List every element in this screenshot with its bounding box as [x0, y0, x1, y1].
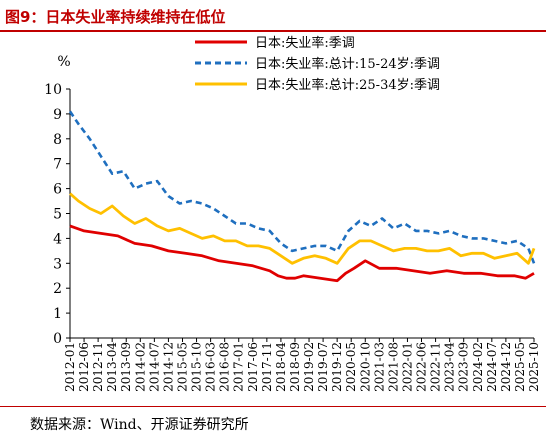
x-tick-label: 2012-11: [91, 342, 105, 392]
x-tick-label: 2017-01: [232, 342, 246, 392]
source-note: 数据来源：Wind、开源证券研究所: [30, 417, 249, 433]
x-tick-label: 2012-06: [77, 342, 91, 392]
x-tick-label: 2023-04: [443, 342, 457, 392]
x-tick-label: 2023-09: [457, 342, 471, 392]
y-tick-label: 1: [53, 306, 62, 322]
y-tick-label: 7: [53, 157, 62, 173]
y-tick-label: 3: [53, 256, 62, 272]
y-tick-label: 9: [53, 107, 62, 123]
y-tick-label: 10: [44, 82, 62, 98]
legend-label-1: 日本:失业率:季调: [255, 35, 355, 51]
legend-label-3: 日本:失业率:总计:25-34岁:季调: [255, 77, 440, 93]
x-tick-label: 2014-02: [133, 342, 147, 392]
y-tick-label: 6: [53, 182, 62, 198]
x-tick-label: 2019-02: [302, 342, 316, 392]
series-line-2: [68, 110, 536, 264]
x-tick-label: 2018-09: [288, 342, 302, 392]
title-rule: [0, 30, 546, 32]
y-tick-label: 8: [53, 132, 62, 148]
x-tick-label: 2022-06: [415, 342, 429, 392]
x-tick-label: 2015-10: [190, 342, 204, 392]
x-tick-label: 2014-12: [161, 342, 175, 392]
legend-label-2: 日本:失业率:总计:15-24岁:季调: [255, 56, 440, 72]
figure-title: 图9：日本失业率持续维持在低位: [5, 8, 226, 26]
series-line-3: [69, 192, 536, 265]
x-tick-label: 2025-10: [527, 342, 541, 392]
x-tick-label: 2014-07: [147, 342, 161, 392]
x-tick-label: 2017-11: [260, 342, 274, 392]
x-tick-label: 2013-04: [105, 342, 119, 392]
x-tick-label: 2016-08: [218, 342, 232, 392]
x-tick-label: 2018-04: [274, 342, 288, 392]
x-tick-label: 2019-07: [316, 342, 330, 392]
x-tick-label: 2012-01: [63, 342, 77, 392]
series-line-1: [69, 224, 535, 283]
series-layer: [68, 110, 536, 283]
x-tick-label: 2024-07: [485, 342, 499, 392]
chart-legend: 日本:失业率:季调日本:失业率:总计:15-24岁:季调日本:失业率:总计:25…: [195, 35, 440, 93]
bottom-rule: [0, 406, 546, 407]
x-tick-label: 2019-12: [330, 342, 344, 392]
x-tick-label: 2016-03: [204, 342, 218, 392]
x-tick-label: 2020-10: [358, 342, 372, 392]
x-tick-label: 2022-11: [429, 342, 443, 392]
y-tick-label: 4: [53, 231, 62, 247]
x-tick-label: 2020-05: [344, 342, 358, 392]
x-tick-label: 2024-12: [499, 342, 513, 392]
x-tick-label: 2021-08: [386, 342, 400, 392]
y-axis-unit: %: [57, 54, 70, 70]
y-tick-label: 0: [53, 331, 62, 347]
x-tick-label: 2022-01: [400, 342, 414, 392]
x-tick-label: 2025-05: [513, 342, 527, 392]
y-tick-label: 5: [53, 207, 62, 223]
x-tick-label: 2013-09: [119, 342, 133, 392]
x-tick-label: 2017-06: [246, 342, 260, 392]
x-tick-label: 2021-03: [372, 342, 386, 392]
x-tick-label: 2024-02: [471, 342, 485, 392]
x-tick-label: 2015-05: [175, 342, 189, 392]
y-tick-label: 2: [53, 281, 62, 297]
